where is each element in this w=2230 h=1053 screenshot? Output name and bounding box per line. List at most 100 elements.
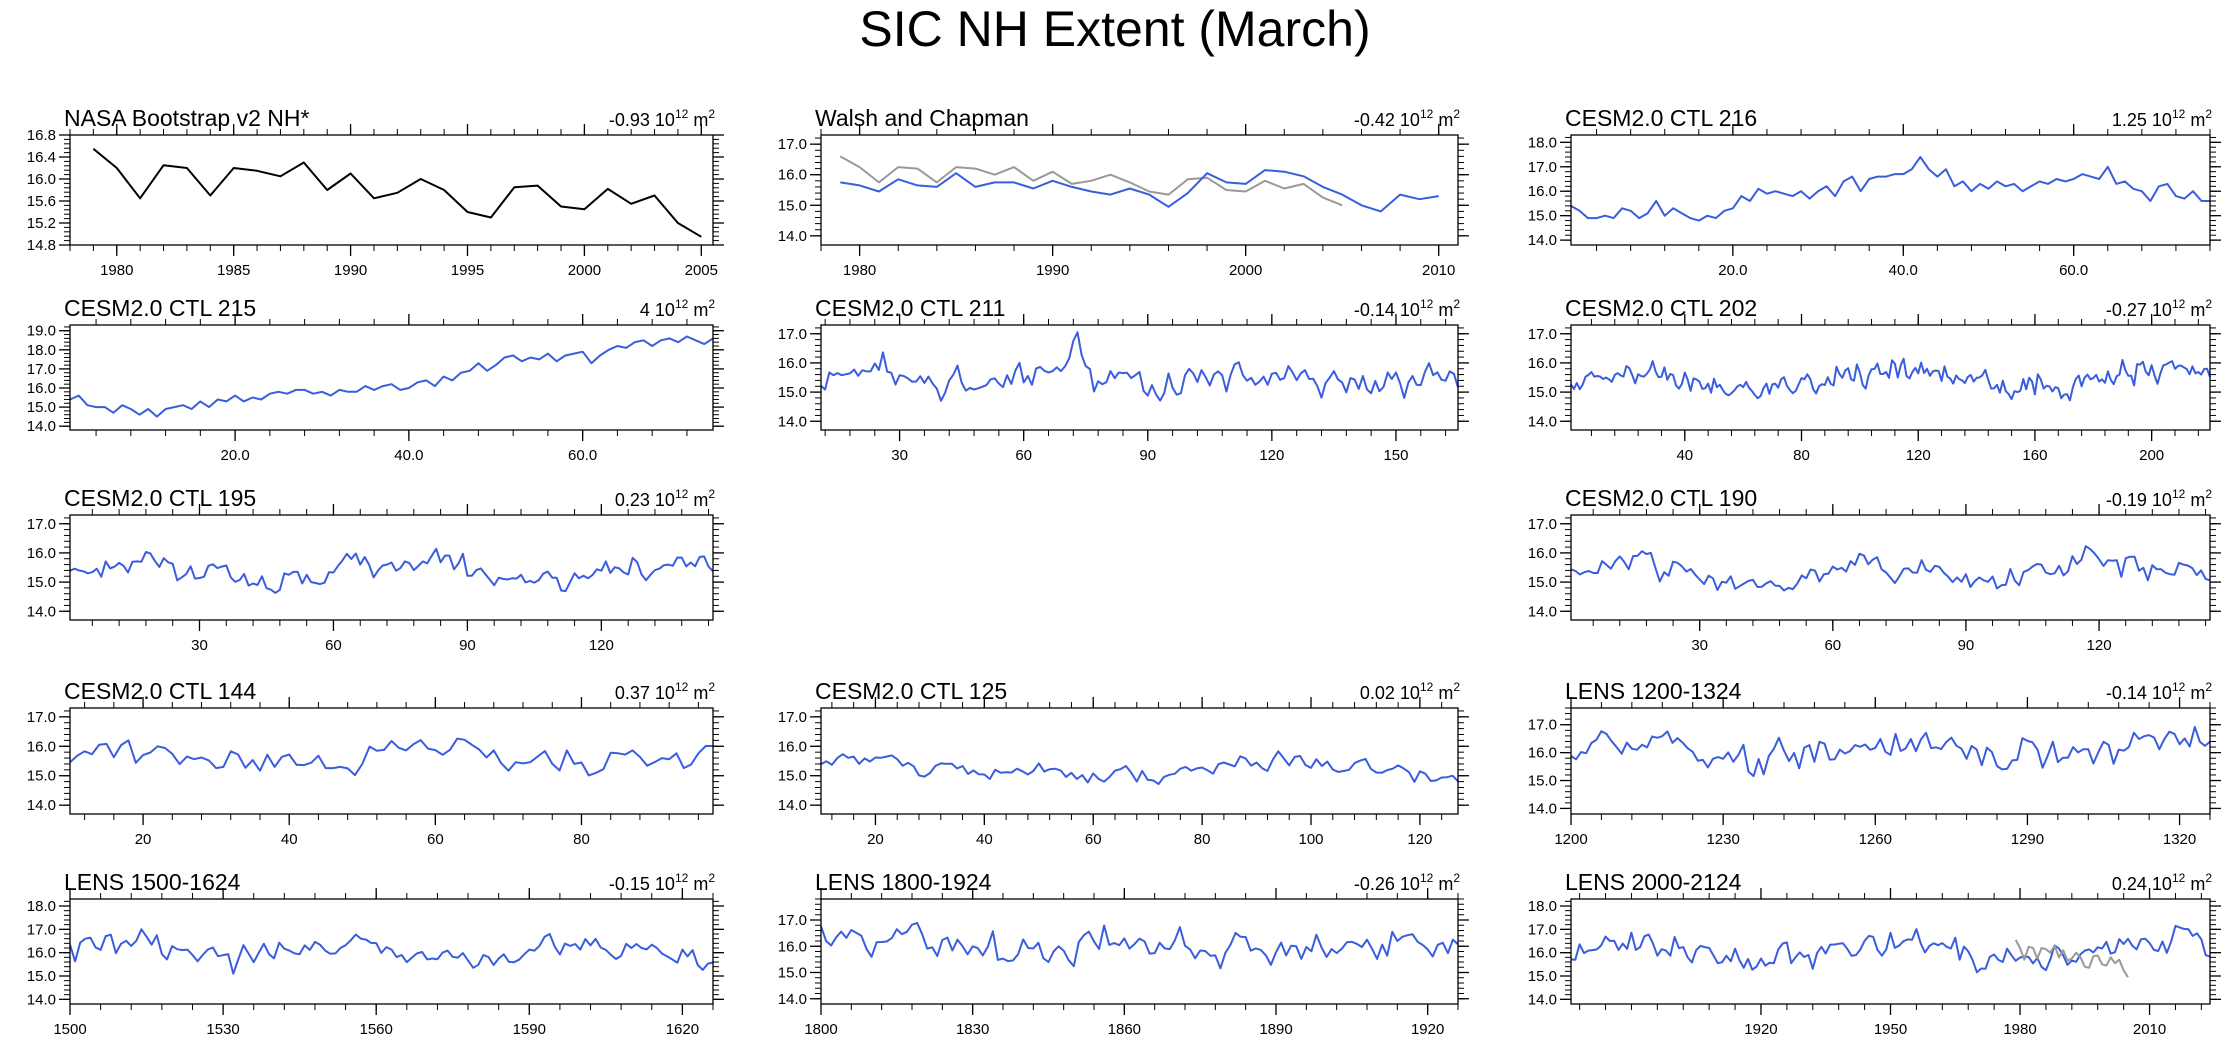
y-tick-label: 15.0 [778, 384, 807, 401]
trend-stat: -0.14 1012 m2 [1354, 297, 1460, 320]
x-tick-label: 90 [1139, 447, 1156, 464]
y-tick-label: 17.0 [1528, 159, 1557, 176]
y-tick-label: 16.0 [27, 380, 56, 397]
x-tick-label: 150 [1383, 447, 1408, 464]
x-tick-label: 2000 [1229, 262, 1262, 279]
x-tick-label: 1200 [1554, 831, 1587, 848]
y-tick-label: 15.0 [1528, 574, 1557, 591]
plot-frame [820, 707, 1459, 815]
trend-stat: 1.25 1012 m2 [2112, 107, 2212, 130]
y-tick-label: 14.0 [778, 413, 807, 430]
x-tick-label: 1985 [217, 262, 250, 279]
chart-panel: LENS 1800-1924 -0.26 1012 m2 14.0 15.0 16.0 1… [778, 869, 1469, 1038]
chart-panel: CESM2.0 CTL 125 0.02 1012 m2 14.0 15.0 16.0 1… [778, 678, 1469, 848]
series-line [69, 737, 713, 777]
plot-frame [1570, 898, 2211, 1005]
y-tick-label: 17.0 [778, 912, 807, 929]
series-line [1570, 924, 2211, 974]
y-tick-label: 17.0 [1528, 921, 1557, 938]
y-tick-label: 17.0 [27, 709, 56, 726]
chart-panel: CESM2.0 CTL 190 -0.19 1012 m2 14.0 15.0 16.0… [1528, 485, 2221, 654]
panel-title: CESM2.0 CTL 144 [64, 678, 256, 704]
trend-stat: -0.19 1012 m2 [2106, 487, 2212, 510]
y-tick-label: 17.0 [27, 921, 56, 938]
x-tick-label: 30 [1691, 637, 1708, 654]
y-tick-label: 14.8 [27, 237, 56, 254]
x-tick-label: 1950 [1874, 1021, 1907, 1038]
x-tick-label: 1590 [513, 1021, 546, 1038]
panel-title: NASA Bootstrap v2 NH* [64, 105, 309, 131]
figure-title: SIC NH Extent (March) [859, 1, 1371, 57]
trend-stat: -0.26 1012 m2 [1354, 871, 1460, 894]
plot-frame [69, 514, 714, 621]
series-line [820, 331, 1459, 402]
x-tick-label: 20 [135, 831, 152, 848]
y-tick-label: 16.0 [778, 167, 807, 184]
x-tick-label: 60 [1085, 831, 1102, 848]
y-tick-label: 16.0 [778, 738, 807, 755]
chart-panel: LENS 2000-2124 0.24 1012 m2 14.0 15.0 16.0 17… [1528, 869, 2221, 1038]
x-tick-label: 40.0 [1889, 262, 1918, 279]
x-tick-label: 1990 [1036, 262, 1069, 279]
trend-stat: 0.24 1012 m2 [2112, 871, 2212, 894]
chart-panel: LENS 1500-1624 -0.15 1012 m2 14.0 15.0 16.0 1… [27, 869, 724, 1038]
y-tick-label: 15.0 [1528, 384, 1557, 401]
x-tick-label: 40 [281, 831, 298, 848]
trend-stat: -0.42 1012 m2 [1354, 107, 1460, 130]
x-tick-label: 1290 [2011, 831, 2044, 848]
y-tick-label: 15.0 [27, 968, 56, 985]
x-tick-label: 90 [1958, 637, 1975, 654]
y-tick-label: 16.0 [1528, 183, 1557, 200]
y-tick-label: 15.0 [27, 399, 56, 416]
x-tick-label: 1800 [804, 1021, 837, 1038]
x-tick-label: 80 [1194, 831, 1211, 848]
panel-title: CESM2.0 CTL 190 [1565, 485, 1757, 511]
panel-title: CESM2.0 CTL 211 [815, 295, 1005, 321]
x-tick-label: 1860 [1108, 1021, 1141, 1038]
trend-stat: 0.02 1012 m2 [1360, 680, 1460, 703]
plot-frame [69, 898, 714, 1005]
y-tick-label: 16.8 [27, 127, 56, 144]
y-tick-label: 18.0 [27, 898, 56, 915]
series-line [1570, 156, 2210, 222]
y-tick-label: 15.0 [778, 965, 807, 982]
y-tick-label: 15.0 [778, 768, 807, 785]
series-line [1570, 545, 2211, 592]
x-tick-label: 2010 [1422, 262, 1455, 279]
x-tick-label: 20 [867, 831, 884, 848]
x-tick-label: 80 [1793, 447, 1810, 464]
y-tick-label: 14.0 [1528, 800, 1557, 817]
series-line [92, 148, 702, 238]
trend-stat: 0.23 1012 m2 [615, 487, 715, 510]
y-tick-label: 17.0 [778, 136, 807, 153]
y-tick-label: 16.0 [27, 738, 56, 755]
y-tick-label: 14.0 [778, 991, 807, 1008]
x-tick-label: 2005 [685, 262, 718, 279]
x-tick-label: 100 [1298, 831, 1323, 848]
y-tick-label: 15.0 [27, 574, 56, 591]
x-tick-label: 120 [1407, 831, 1432, 848]
plot-frame [69, 707, 714, 815]
series-line [1570, 726, 2211, 778]
x-tick-label: 80 [573, 831, 590, 848]
chart-panel: CESM2.0 CTL 195 0.23 1012 m2 14.0 15.0 16.0 1… [27, 485, 724, 654]
y-tick-label: 17.0 [1528, 717, 1557, 734]
x-tick-label: 1560 [360, 1021, 393, 1038]
y-tick-label: 14.0 [27, 797, 56, 814]
x-tick-label: 1990 [334, 262, 367, 279]
panel-title: CESM2.0 CTL 195 [64, 485, 256, 511]
x-tick-label: 1980 [100, 262, 133, 279]
plot-frame [69, 324, 714, 431]
y-tick-label: 16.0 [27, 945, 56, 962]
series-line [839, 155, 1343, 207]
x-tick-label: 1890 [1259, 1021, 1292, 1038]
x-tick-label: 1500 [53, 1021, 86, 1038]
x-tick-label: 60 [1824, 637, 1841, 654]
series-line [69, 928, 714, 975]
plot-frame [1570, 707, 2211, 815]
y-tick-label: 16.0 [1528, 945, 1557, 962]
panel-title: CESM2.0 CTL 216 [1565, 105, 1757, 131]
y-tick-label: 14.0 [1528, 991, 1557, 1008]
y-tick-label: 14.0 [1528, 232, 1557, 249]
x-tick-label: 2000 [568, 262, 601, 279]
